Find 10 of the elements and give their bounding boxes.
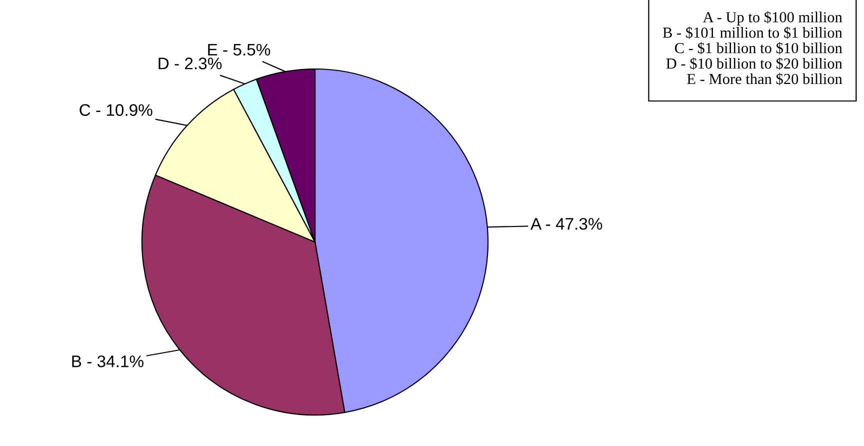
text: C - $1 billion to $10 billion bbox=[674, 42, 842, 54]
slice-label: D - 2.3% bbox=[158, 58, 222, 70]
slice-label: A - 47.3% bbox=[530, 218, 602, 230]
slice-label: E - 5.5% bbox=[208, 44, 270, 56]
text: B - $101 million to $1 billion bbox=[662, 26, 842, 39]
text: E - More than $20 billion bbox=[687, 72, 842, 86]
text: D - $10 billion to $20 billion bbox=[666, 57, 842, 70]
slice-label: B - 34.1% bbox=[72, 355, 144, 368]
slice-label: C - 10.9% bbox=[80, 104, 152, 116]
text: A - Up to $100 million bbox=[702, 11, 842, 26]
